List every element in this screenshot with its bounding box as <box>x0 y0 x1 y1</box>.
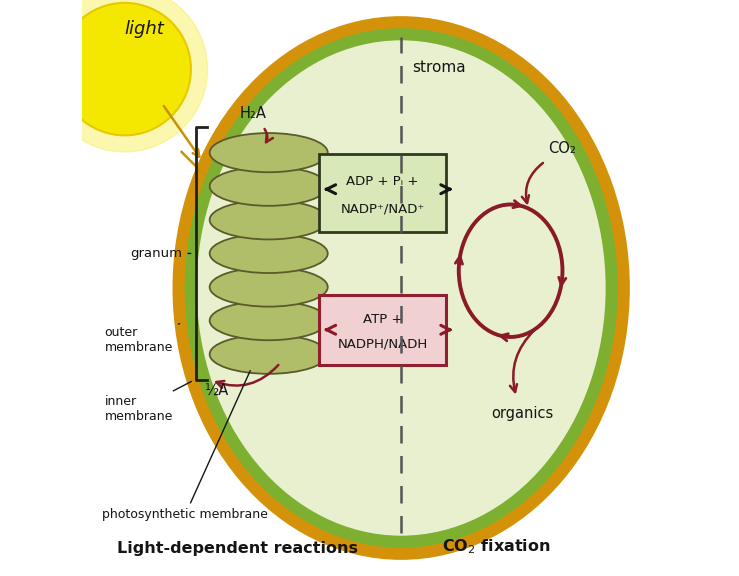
Circle shape <box>42 0 208 152</box>
Text: photosynthetic membrane: photosynthetic membrane <box>102 370 268 521</box>
Text: inner
membrane: inner membrane <box>104 381 191 423</box>
Ellipse shape <box>210 234 327 273</box>
Ellipse shape <box>210 267 327 306</box>
Ellipse shape <box>197 40 606 536</box>
Ellipse shape <box>210 166 327 206</box>
Text: ATP +: ATP + <box>363 313 402 327</box>
FancyBboxPatch shape <box>319 154 446 232</box>
Text: NADPH/NADH: NADPH/NADH <box>337 338 428 351</box>
Ellipse shape <box>210 301 327 340</box>
Text: granum: granum <box>131 247 191 260</box>
Circle shape <box>58 3 191 135</box>
Ellipse shape <box>210 133 327 172</box>
Text: organics: organics <box>491 406 554 421</box>
Text: ½A: ½A <box>205 383 230 398</box>
Ellipse shape <box>185 28 618 548</box>
Text: CO$_2$ fixation: CO$_2$ fixation <box>442 537 551 556</box>
Ellipse shape <box>210 335 327 374</box>
FancyBboxPatch shape <box>319 295 446 365</box>
Text: outer
membrane: outer membrane <box>104 324 180 354</box>
Ellipse shape <box>210 200 327 240</box>
Ellipse shape <box>172 16 630 560</box>
Text: CO₂: CO₂ <box>548 141 576 156</box>
Text: stroma: stroma <box>412 60 466 75</box>
Text: Light-dependent reactions: Light-dependent reactions <box>117 541 358 556</box>
Text: ADP + Pᵢ +: ADP + Pᵢ + <box>347 175 419 188</box>
Text: NADP⁺/NAD⁺: NADP⁺/NAD⁺ <box>341 203 425 216</box>
Text: H₂A: H₂A <box>240 106 267 121</box>
Text: light: light <box>125 20 165 38</box>
